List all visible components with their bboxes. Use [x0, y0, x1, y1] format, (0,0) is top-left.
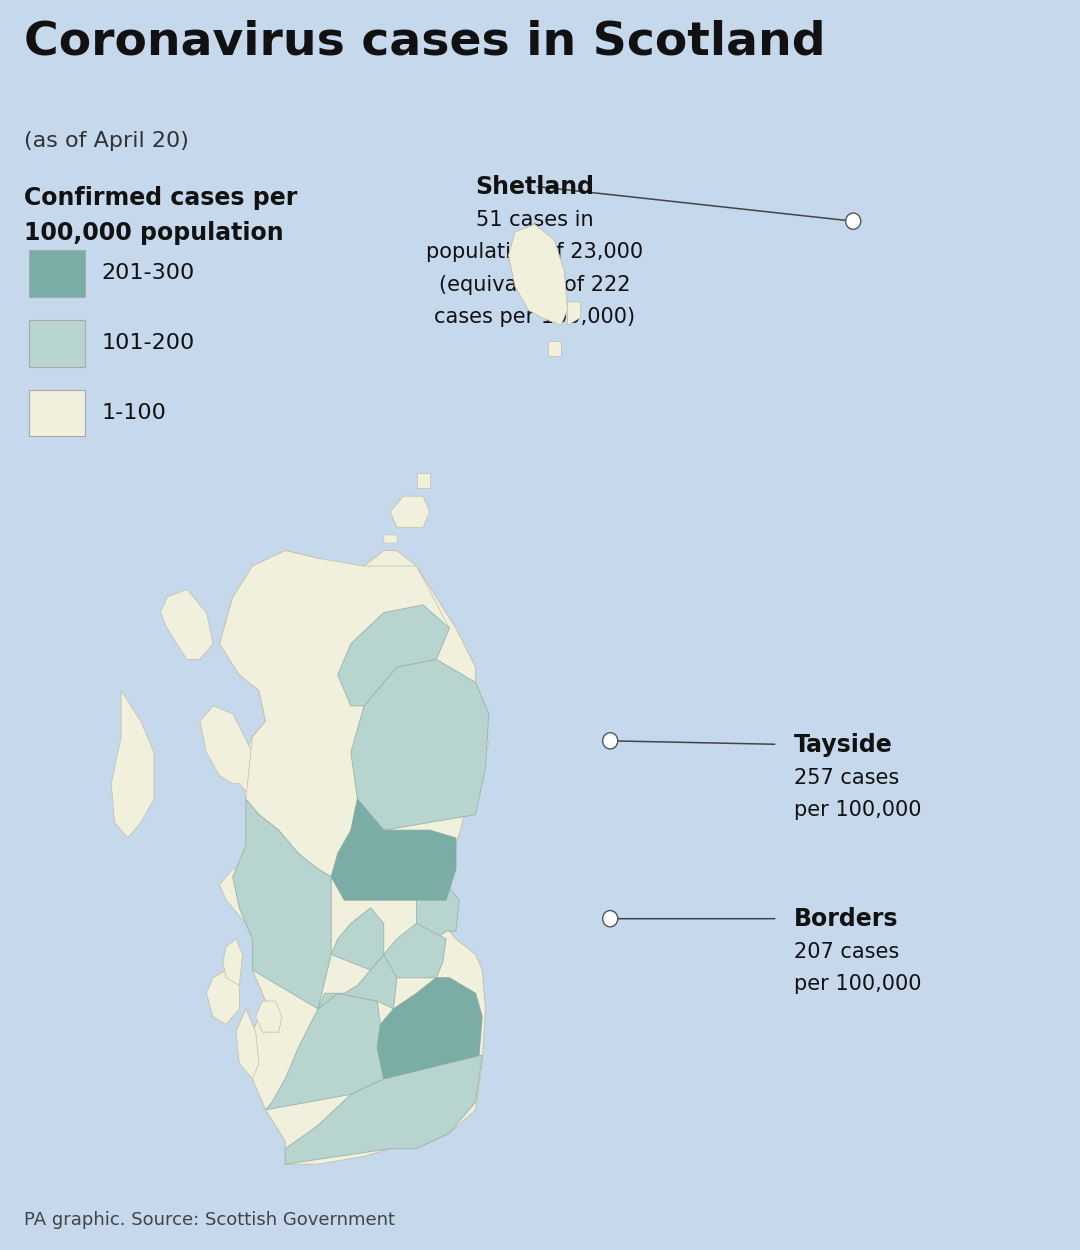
Text: population of 23,000: population of 23,000	[426, 242, 644, 262]
Polygon shape	[237, 1009, 259, 1079]
Text: 51 cases in: 51 cases in	[476, 210, 593, 230]
Polygon shape	[285, 1055, 482, 1164]
Polygon shape	[351, 659, 489, 830]
Polygon shape	[390, 496, 430, 528]
Polygon shape	[417, 472, 430, 489]
Polygon shape	[383, 535, 396, 542]
Polygon shape	[509, 224, 567, 325]
Polygon shape	[219, 550, 489, 1164]
Circle shape	[603, 732, 618, 749]
Polygon shape	[567, 302, 581, 325]
Polygon shape	[232, 799, 332, 1009]
Text: (equivalent of 222: (equivalent of 222	[438, 275, 631, 295]
Polygon shape	[548, 341, 561, 356]
Text: 257 cases: 257 cases	[794, 768, 899, 788]
FancyBboxPatch shape	[29, 390, 85, 436]
Text: Borders: Borders	[794, 908, 899, 931]
Text: PA graphic. Source: Scottish Government: PA graphic. Source: Scottish Government	[24, 1211, 395, 1229]
Polygon shape	[338, 605, 449, 706]
Polygon shape	[332, 799, 456, 900]
FancyBboxPatch shape	[29, 320, 85, 366]
Polygon shape	[319, 955, 396, 1009]
Text: Coronavirus cases in Scotland: Coronavirus cases in Scotland	[24, 20, 825, 65]
Circle shape	[846, 213, 861, 229]
Polygon shape	[370, 924, 446, 978]
Polygon shape	[219, 550, 449, 900]
Text: 207 cases: 207 cases	[794, 942, 899, 962]
Polygon shape	[332, 908, 383, 970]
Polygon shape	[111, 690, 154, 838]
Text: 201-300: 201-300	[102, 264, 194, 284]
Polygon shape	[377, 978, 482, 1079]
Polygon shape	[206, 970, 240, 1025]
Text: per 100,000: per 100,000	[794, 975, 921, 995]
Polygon shape	[417, 885, 459, 939]
Text: Shetland: Shetland	[475, 175, 594, 199]
Text: 100,000 population: 100,000 population	[24, 221, 283, 245]
FancyBboxPatch shape	[29, 250, 85, 296]
Polygon shape	[256, 1001, 282, 1032]
Text: cases per 100,000): cases per 100,000)	[434, 308, 635, 328]
Text: (as of April 20): (as of April 20)	[24, 130, 189, 150]
Text: 101-200: 101-200	[102, 334, 194, 354]
Polygon shape	[200, 706, 259, 799]
Text: 1-100: 1-100	[102, 402, 166, 422]
Polygon shape	[266, 994, 383, 1110]
Text: Tayside: Tayside	[794, 732, 892, 756]
Polygon shape	[222, 939, 243, 985]
Text: Confirmed cases per: Confirmed cases per	[24, 186, 297, 210]
Text: per 100,000: per 100,000	[794, 800, 921, 820]
Circle shape	[603, 910, 618, 926]
Polygon shape	[219, 869, 266, 924]
Polygon shape	[161, 589, 213, 659]
